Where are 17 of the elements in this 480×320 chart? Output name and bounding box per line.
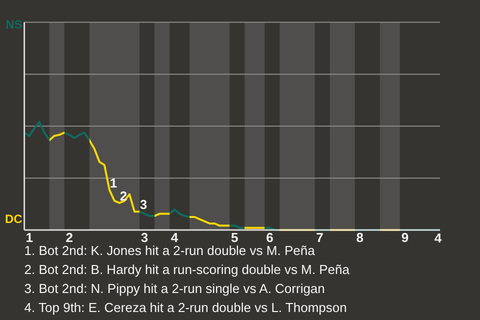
x-tick-label: 8: [356, 230, 364, 245]
annotation: 1: [110, 176, 118, 191]
text: 2. Bot 2nd: B. Hardy hit a run-scoring double vs M. Peña: [24, 262, 350, 277]
x-tick-label: 4: [170, 230, 179, 245]
x-tick-label: 1: [26, 230, 33, 245]
x-tick-label: 2: [66, 230, 73, 245]
x-tick-label: 5: [231, 230, 238, 245]
x-tick-label: 6: [266, 230, 274, 245]
text: 4. Top 9th: E. Cereza hit a 2-run double vs L. Thompson: [24, 300, 347, 315]
x-tick-label: 9: [401, 230, 409, 245]
text: 3. Bot 2nd: N. Pippy hit a 2-run single vs A. Corrigan: [24, 281, 325, 296]
text: 1. Bot 2nd: K. Jones hit a 2-run double vs M. Peña: [24, 243, 316, 258]
annotation: 2: [120, 188, 128, 204]
text: DC: [4, 212, 23, 226]
x-tick-label: 7: [316, 230, 324, 245]
annotation: 3: [140, 197, 148, 212]
x-tick-label: 3: [140, 230, 148, 245]
